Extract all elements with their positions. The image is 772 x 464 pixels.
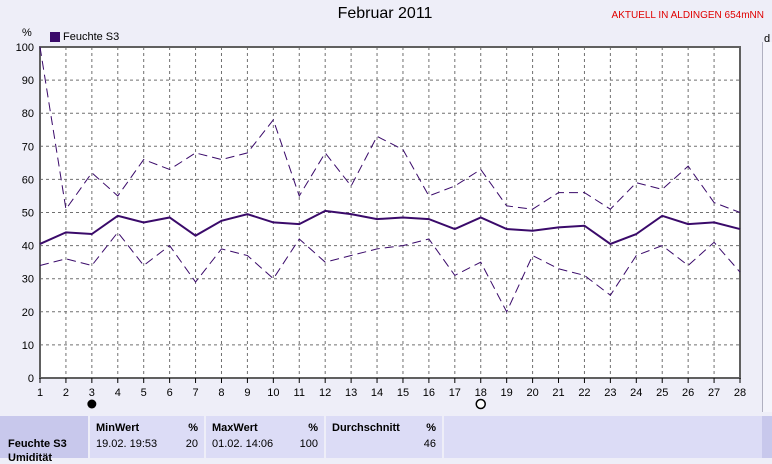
marker-filled-circle bbox=[87, 399, 97, 409]
x-tick-label: 7 bbox=[192, 387, 198, 399]
max-date: 01.02. 14:06 bbox=[212, 438, 274, 450]
x-tick-label: 2 bbox=[63, 387, 69, 399]
series-line-dashed-2 bbox=[39, 231, 741, 313]
legend: Feuchte S3 bbox=[50, 31, 119, 43]
x-tick-label: 8 bbox=[218, 387, 224, 399]
series-line-main bbox=[39, 209, 741, 246]
x-tick-label: 5 bbox=[141, 387, 147, 399]
min-cell: MinWert % 19.02. 19:53 20 bbox=[88, 416, 204, 458]
y-tick-label: 30 bbox=[22, 274, 34, 286]
x-tick-label: 13 bbox=[345, 387, 357, 399]
x-tick-label: 21 bbox=[552, 387, 564, 399]
legend-label: Feuchte S3 bbox=[63, 31, 120, 43]
sensor-label: Feuchte S3 bbox=[8, 438, 67, 450]
x-tick-label: 6 bbox=[167, 387, 173, 399]
x-tick-label: 12 bbox=[319, 387, 331, 399]
x-tick-label: 26 bbox=[682, 387, 694, 399]
empty-cell bbox=[442, 416, 762, 458]
x-tick-label: 17 bbox=[449, 387, 461, 399]
y-tick-label: 100 bbox=[16, 42, 34, 54]
x-tick-label: 27 bbox=[708, 387, 720, 399]
stats-bar: Feuchte S3 Umidität MinWert % 19.02. 19:… bbox=[0, 416, 772, 464]
x-tick-label: 3 bbox=[89, 387, 95, 399]
x-tick-label: 1 bbox=[37, 387, 43, 399]
y-tick-label: 80 bbox=[22, 108, 34, 120]
x-tick-label: 25 bbox=[656, 387, 668, 399]
y-tick-label: 0 bbox=[28, 373, 34, 385]
x-tick-label: 19 bbox=[501, 387, 513, 399]
y-tick-label: 60 bbox=[22, 174, 34, 186]
max-label: MaxWert bbox=[212, 422, 258, 434]
avg-label: Durchschnitt bbox=[332, 422, 400, 434]
min-unit: % bbox=[188, 422, 198, 434]
x-tick-label: 15 bbox=[397, 387, 409, 399]
avg-value: 46 bbox=[423, 438, 436, 450]
max-value: 100 bbox=[299, 438, 318, 450]
y-tick-label: 10 bbox=[22, 340, 34, 352]
y-tick-label: 20 bbox=[22, 307, 34, 319]
y-axis-unit: % bbox=[22, 27, 32, 39]
avg-cell: Durchschnitt % 46 bbox=[324, 416, 442, 458]
x-tick-label: 9 bbox=[244, 387, 250, 399]
marker-open-circle bbox=[475, 398, 486, 410]
max-cell: MaxWert % 01.02. 14:06 100 bbox=[204, 416, 324, 458]
series-line-dashed-1 bbox=[39, 46, 741, 213]
min-label: MinWert bbox=[96, 422, 140, 434]
x-tick-label: 28 bbox=[734, 387, 746, 399]
x-tick-label: 18 bbox=[475, 387, 487, 399]
x-tick-label: 14 bbox=[371, 387, 383, 399]
location-status: AKTUELL IN ALDINGEN 654mNN bbox=[611, 10, 764, 21]
chart-title: Februar 2011 bbox=[337, 5, 433, 22]
x-tick-label: 11 bbox=[294, 387, 305, 399]
x-tick-label: 23 bbox=[604, 387, 616, 399]
y-tick-label: 40 bbox=[22, 241, 34, 253]
sensor-sublabel: Umidität bbox=[8, 452, 52, 464]
x-tick-label: 24 bbox=[630, 387, 642, 399]
min-value: 20 bbox=[185, 438, 198, 450]
x-tick-label: 20 bbox=[526, 387, 538, 399]
y-tick-label: 70 bbox=[22, 141, 34, 153]
x-tick-label: 16 bbox=[423, 387, 435, 399]
legend-swatch bbox=[50, 32, 60, 42]
max-unit: % bbox=[308, 422, 318, 434]
avg-unit: % bbox=[426, 422, 436, 434]
y-tick-label: 90 bbox=[22, 75, 34, 87]
y-tick-label: 50 bbox=[22, 208, 34, 220]
right-scrollbar[interactable] bbox=[762, 42, 772, 412]
x-tick-label: 4 bbox=[115, 387, 121, 399]
x-tick-label: 10 bbox=[267, 387, 279, 399]
x-tick-label: 22 bbox=[578, 387, 590, 399]
right-axis-unit: d bbox=[764, 33, 771, 45]
min-date: 19.02. 19:53 bbox=[96, 438, 158, 450]
